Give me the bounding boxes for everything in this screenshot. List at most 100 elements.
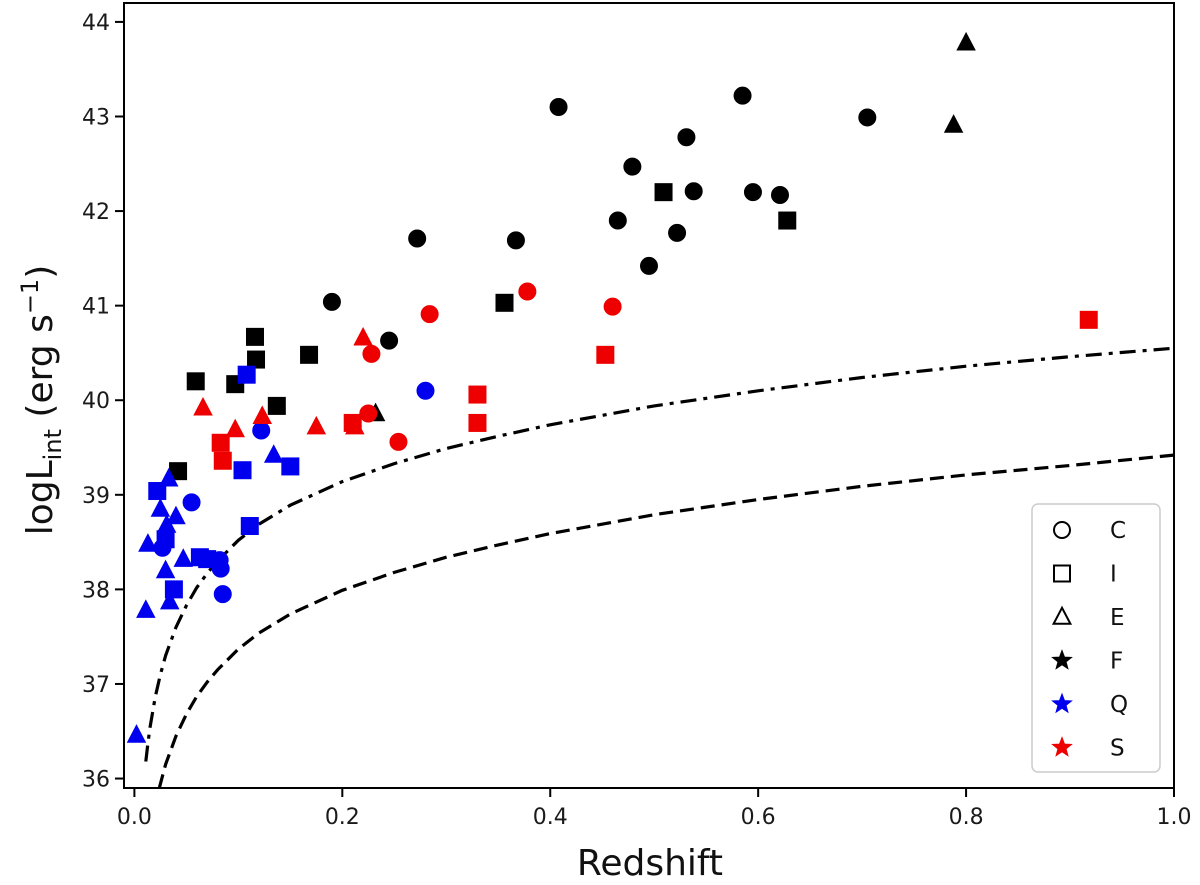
- points-layer: [126, 31, 1098, 743]
- data-point-c-q: [211, 559, 230, 578]
- x-tick-label: 1.0: [1157, 805, 1192, 830]
- data-point-c-f: [743, 183, 762, 202]
- y-tick-label: 36: [82, 768, 110, 793]
- x-tick-label: 0.0: [117, 805, 152, 830]
- legend-label-c: C: [1110, 518, 1126, 544]
- y-axis-label: logLint (erg s−1): [16, 265, 67, 536]
- legend-label-i: I: [1110, 562, 1117, 588]
- data-point-e-f: [956, 31, 976, 51]
- y-axis-label-unit-close: ): [20, 265, 61, 279]
- legend-marker-i: [1053, 564, 1071, 583]
- data-point-c-f: [322, 292, 341, 311]
- x-tick-label: 0.2: [325, 805, 360, 830]
- data-point-c-f: [408, 229, 427, 248]
- y-tick-label: 41: [82, 295, 110, 320]
- data-point-c-f: [380, 331, 399, 350]
- data-point-c-f: [623, 157, 642, 176]
- data-point-e-f: [943, 114, 964, 133]
- data-point-c-s: [359, 404, 378, 423]
- legend-marker-c: [1053, 521, 1071, 539]
- data-point-c-f: [858, 108, 877, 127]
- data-point-e-s: [193, 396, 213, 416]
- x-axis-label: Redshift: [577, 843, 723, 884]
- data-point-i-f: [245, 327, 264, 346]
- y-axis-label-unit: (erg s: [20, 314, 61, 429]
- curves-layer: [144, 346, 1174, 788]
- data-point-e-s: [345, 415, 365, 435]
- data-point-c-s: [389, 432, 408, 451]
- plot-frame: [123, 2, 1175, 789]
- data-point-e-s: [353, 326, 373, 346]
- data-point-e-q: [138, 533, 158, 552]
- data-point-i-q: [240, 517, 259, 536]
- data-point-e-s: [252, 405, 273, 425]
- legend-marker-f: [1051, 649, 1073, 670]
- data-point-e-q: [126, 724, 147, 743]
- data-point-c-f: [506, 231, 525, 250]
- y-tick-label: 37: [82, 673, 110, 698]
- data-point-c-s: [518, 282, 537, 301]
- data-point-c-f: [608, 211, 627, 230]
- x-tick-label: 0.4: [533, 805, 568, 830]
- data-point-i-f: [654, 183, 673, 202]
- legend-label-q: Q: [1110, 692, 1128, 718]
- data-point-e-s: [225, 418, 245, 438]
- y-tick-label: 40: [82, 389, 110, 414]
- data-point-i-q: [237, 365, 256, 384]
- data-point-i-s: [596, 345, 615, 364]
- data-point-c-f: [549, 98, 568, 117]
- data-point-i-s: [1079, 310, 1098, 329]
- y-tick-label: 44: [82, 11, 110, 36]
- legend-label-s: S: [1110, 736, 1125, 762]
- y-axis-ticks: 36 37 38 39 40 41 42 43 44: [82, 11, 124, 793]
- y-tick-label: 42: [82, 200, 110, 225]
- data-point-i-s: [468, 413, 487, 432]
- legend-box: [1031, 503, 1161, 773]
- data-point-c-q: [213, 585, 232, 604]
- data-point-c-f: [677, 128, 696, 147]
- data-point-c-f: [733, 86, 752, 105]
- data-point-e-q: [136, 599, 156, 618]
- data-point-i-f: [247, 350, 266, 369]
- x-tick-label: 0.6: [741, 805, 776, 830]
- data-point-i-s: [468, 385, 487, 404]
- data-point-i-s: [211, 433, 230, 452]
- data-point-e-q: [159, 590, 180, 610]
- data-point-c-f: [640, 256, 658, 275]
- data-point-i-f: [186, 372, 205, 391]
- data-point-c-f: [684, 182, 703, 201]
- data-point-c-s: [603, 297, 622, 316]
- data-point-e-q: [263, 444, 284, 463]
- x-tick-label: 0.8: [949, 805, 984, 830]
- dashdot-limit-curve: [144, 346, 1174, 762]
- data-point-c-q: [252, 421, 271, 440]
- data-point-c-f: [668, 223, 687, 242]
- x-axis-ticks: 0.0 0.2 0.4 0.6 0.8 1.0: [117, 788, 1192, 830]
- y-axis-label-unit-sup: −1: [16, 279, 44, 314]
- data-point-i-f: [300, 345, 319, 364]
- data-point-c-q: [416, 381, 435, 400]
- data-point-i-q: [198, 550, 217, 569]
- data-point-e-q: [173, 548, 194, 567]
- y-tick-label: 39: [82, 484, 110, 509]
- data-point-c-f: [770, 185, 789, 204]
- data-point-e-s: [306, 415, 327, 435]
- data-point-i-f: [778, 211, 797, 230]
- data-point-i-f: [267, 396, 286, 415]
- y-axis-label-subscript: int: [39, 429, 67, 460]
- data-point-i-q: [281, 457, 300, 476]
- data-point-i-s: [213, 451, 232, 470]
- data-point-i-q: [233, 461, 252, 480]
- legend-marker-e: [1051, 605, 1073, 625]
- data-point-i-q: [148, 482, 167, 501]
- dashed-limit-curve: [157, 453, 1174, 788]
- y-tick-label: 43: [82, 105, 110, 130]
- legend-label-e: E: [1110, 605, 1125, 631]
- y-axis-label-base: logL: [20, 460, 61, 535]
- legend-label-f: F: [1110, 649, 1123, 675]
- data-point-e-q: [150, 498, 171, 517]
- legend-marker-s: [1051, 736, 1073, 757]
- data-point-e-q: [155, 559, 176, 579]
